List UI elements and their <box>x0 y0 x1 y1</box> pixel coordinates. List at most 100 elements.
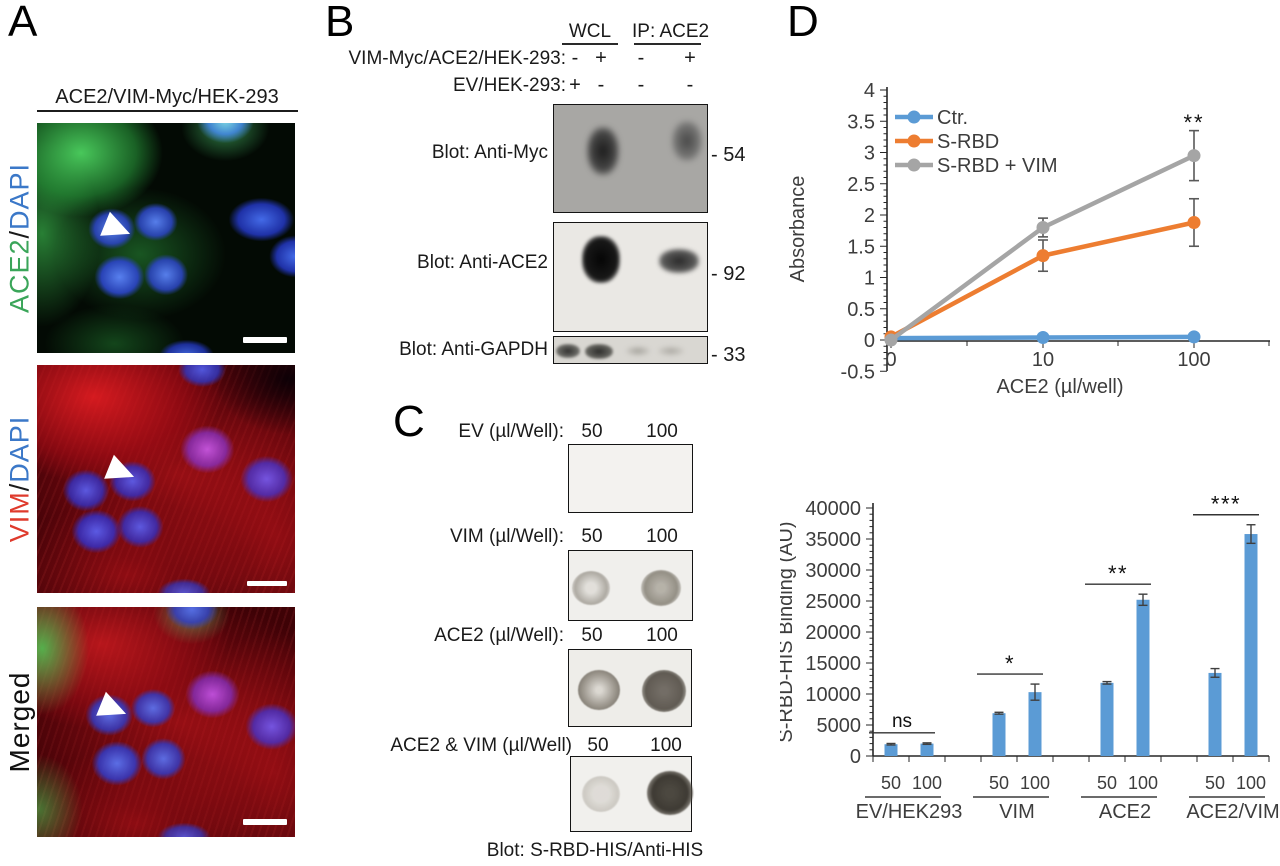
group-label: ACE2 <box>1099 801 1151 823</box>
band-lane3 <box>626 346 650 356</box>
dose-tick-label: 50 <box>1097 773 1117 793</box>
svg-text:20000: 20000 <box>805 622 861 644</box>
arrowhead-icon <box>96 691 127 716</box>
lane-sign: + <box>684 47 696 69</box>
dose-tick-label: 100 <box>1128 773 1158 793</box>
band-lane4 <box>658 346 684 356</box>
dose-label: 100 <box>646 625 678 646</box>
dose-label: 50 <box>581 526 603 547</box>
western-blot-anti-ace2 <box>553 222 708 332</box>
significance-marker: *** <box>1211 492 1241 517</box>
label-part: ACE2 <box>4 238 35 314</box>
panel-b-label: B <box>325 0 355 46</box>
svg-text:4: 4 <box>864 80 875 102</box>
label-part: DAPI <box>4 415 35 483</box>
bar-ACE2-100 <box>1136 599 1150 756</box>
fluorescence-image-vim-dapi <box>37 365 295 593</box>
significance-marker: ns <box>892 711 912 732</box>
dose-label: 100 <box>646 526 678 547</box>
lane-sign: - <box>597 74 605 96</box>
label-part: / <box>4 482 35 492</box>
panel-d-label: D <box>787 0 819 46</box>
label-part: DAPI <box>4 162 35 230</box>
panel-d-charts: -0.500.511.522.533.540 10 100Ctr.S-RBDS-RB… <box>780 80 1280 823</box>
svg-text:0: 0 <box>864 330 875 352</box>
lane-sign: - <box>571 47 579 69</box>
dotblot-row-label-ev: EV (µl/Well): <box>458 421 564 442</box>
dose-tick-label: 50 <box>989 773 1009 793</box>
bar-VIM-100 <box>1028 692 1042 756</box>
dot-blot-vim <box>568 550 693 621</box>
dot-50 <box>578 670 620 710</box>
x-axis-title: ACE2 (µl/well) <box>996 376 1123 398</box>
mw-marker-33: - 33 <box>711 344 746 366</box>
significance-marker: ** <box>1108 561 1128 586</box>
dotblot-row-label-ace2: ACE2 (µl/Well): <box>434 625 564 646</box>
svg-text:3: 3 <box>864 143 875 165</box>
band-lane2 <box>585 344 613 359</box>
svg-text:10: 10 <box>1032 349 1054 371</box>
svg-text:30000: 30000 <box>805 560 861 582</box>
dose-label: 50 <box>581 421 603 442</box>
dose-label: 50 <box>581 625 603 646</box>
binding-bar-chart: 0 5000 10000 15000 20000 25000 30000 35000 40000… <box>780 492 1280 823</box>
svg-text:25000: 25000 <box>805 591 861 613</box>
svg-text:15000: 15000 <box>805 653 861 675</box>
svg-text:0.5: 0.5 <box>847 299 875 321</box>
scale-bar <box>247 581 287 586</box>
dot-blot-ace2 <box>568 649 692 727</box>
dot-blot-ev <box>568 444 693 513</box>
legend-entry: S-RBD + VIM <box>937 155 1058 177</box>
svg-text:100: 100 <box>1177 349 1210 371</box>
band-lane2 <box>582 236 620 283</box>
label-merged: Merged <box>4 672 36 773</box>
condition-row-label: EV/HEK-293: <box>453 75 566 96</box>
bar-EV/HEK293-50 <box>884 744 898 756</box>
dot-50 <box>572 571 610 605</box>
mw-marker-92: - 92 <box>711 263 746 285</box>
bar-ACE2/VIM-100 <box>1244 534 1258 756</box>
group-label: ACE2/VIM <box>1186 801 1279 823</box>
bar-ACE2/VIM-50 <box>1208 672 1222 756</box>
dotblot-row-label-vim: VIM (µl/Well): <box>449 526 564 547</box>
blot-label-anti-ace2: Blot: Anti-ACE2 <box>417 252 548 273</box>
scale-bar <box>243 819 287 825</box>
lane-sign: - <box>637 47 645 69</box>
svg-text:1.5: 1.5 <box>847 236 875 258</box>
bar-ACE2-50 <box>1100 682 1114 756</box>
dot-100 <box>642 670 686 712</box>
col-header-ip-ace2: IP: ACE2 <box>632 21 710 42</box>
wcl-underline <box>562 43 618 45</box>
dose-tick-label: 100 <box>1236 773 1266 793</box>
western-blot-anti-gapdh <box>553 336 708 364</box>
col-header-wcl: WCL <box>568 21 612 42</box>
dose-label: 50 <box>587 735 609 756</box>
dose-label: 100 <box>650 735 682 756</box>
mw-marker-54: - 54 <box>711 144 746 166</box>
dose-tick-label: 100 <box>912 773 942 793</box>
legend-entry: S-RBD <box>937 131 999 153</box>
scale-bar <box>243 337 287 343</box>
band-lane4 <box>672 121 702 161</box>
arrowhead-icon <box>100 211 131 236</box>
condition-row-label: VIM-Myc/ACE2/HEK-293: <box>348 48 567 69</box>
band-lane1 <box>556 344 580 358</box>
panel-c-label: C <box>393 397 425 446</box>
fluorescence-image-merged <box>37 607 295 837</box>
svg-text:35000: 35000 <box>805 529 861 551</box>
dose-tick-label: 50 <box>1205 773 1225 793</box>
group-label: EV/HEK293 <box>856 801 963 823</box>
lane-sign: + <box>595 47 607 69</box>
lane-sign: - <box>637 74 645 96</box>
legend-entry: Ctr. <box>937 107 968 129</box>
svg-text:1: 1 <box>864 268 875 290</box>
lane-sign: + <box>569 74 581 96</box>
svg-text:-0.5: -0.5 <box>841 361 875 383</box>
ip-ace2-underline <box>634 43 701 45</box>
dot-blot-ace2-vim <box>570 756 693 832</box>
panel-a-label: A <box>8 0 38 46</box>
svg-text:0: 0 <box>850 746 861 768</box>
panel-c-caption: Blot: S-RBD-HIS/Anti-HIS <box>486 840 704 861</box>
significance-marker: ** <box>1183 110 1204 135</box>
